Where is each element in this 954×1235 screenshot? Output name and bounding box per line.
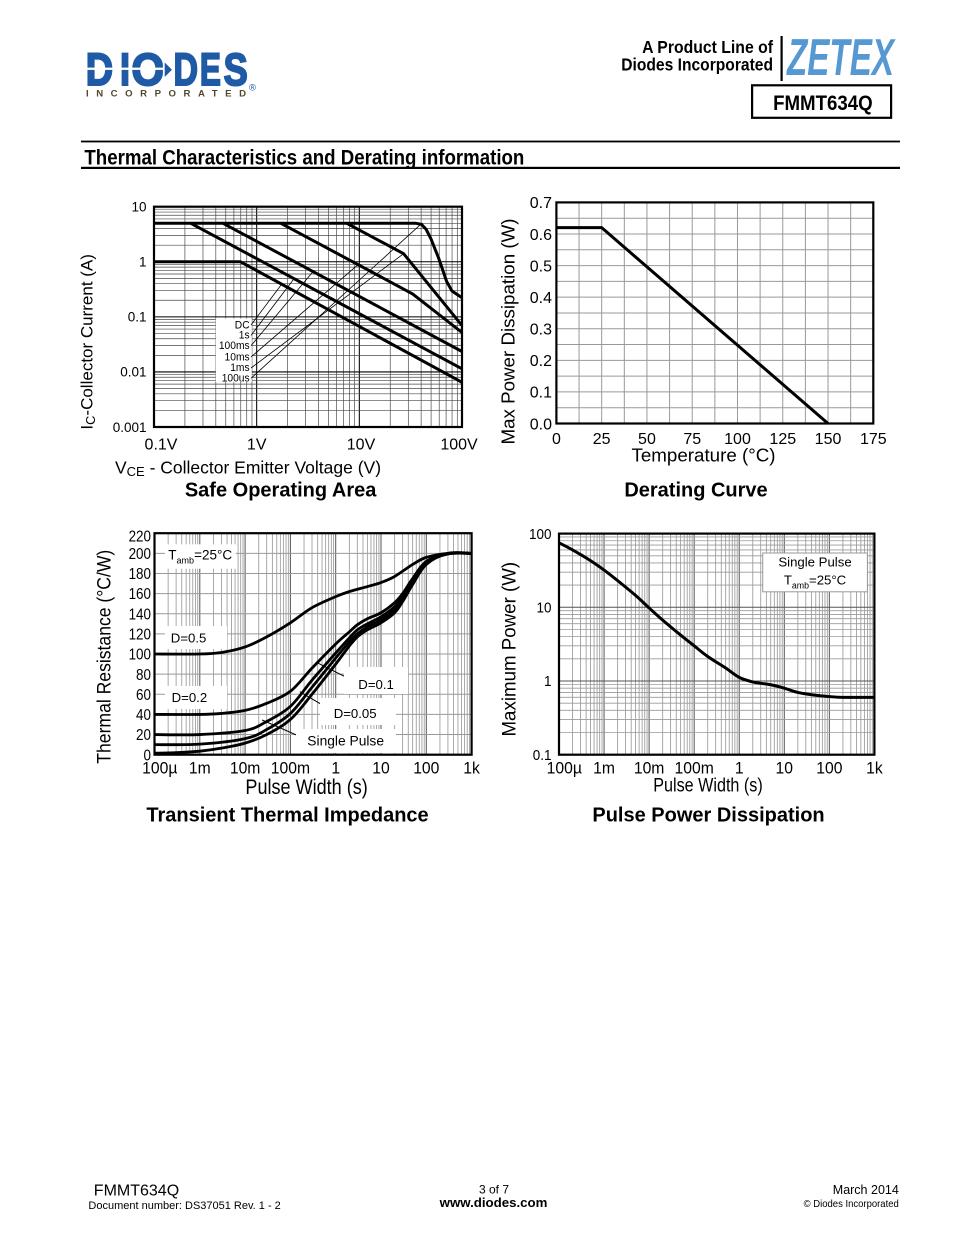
- svg-text:Single Pulse: Single Pulse: [778, 555, 851, 570]
- svg-text:150: 150: [815, 431, 842, 448]
- svg-text:10V: 10V: [347, 437, 376, 454]
- svg-text:10m: 10m: [634, 759, 665, 778]
- svg-text:March 2014: March 2014: [833, 1183, 899, 1197]
- svg-text:D=0.05: D=0.05: [334, 706, 377, 721]
- svg-text:0.001: 0.001: [113, 420, 147, 435]
- svg-text:10ms: 10ms: [225, 351, 250, 363]
- svg-text:1V: 1V: [247, 437, 267, 454]
- svg-text:VCE - Collector Emitter Voltag: VCE - Collector Emitter Voltage (V): [115, 458, 381, 480]
- svg-text:1m: 1m: [189, 759, 211, 778]
- svg-text:Temperature (°C): Temperature (°C): [632, 445, 776, 466]
- svg-text:100µ: 100µ: [547, 759, 583, 778]
- svg-text:Document number: DS37051 Rev.: Document number: DS37051 Rev. 1 - 2: [88, 1200, 280, 1212]
- svg-text:E: E: [200, 44, 221, 95]
- svg-text:100µ: 100µ: [142, 759, 178, 778]
- svg-text:80: 80: [136, 667, 151, 684]
- svg-text:0.4: 0.4: [530, 290, 552, 307]
- svg-text:100: 100: [529, 525, 552, 542]
- svg-text:0.2: 0.2: [530, 353, 552, 370]
- svg-text:Diodes Incorporated: Diodes Incorporated: [621, 55, 773, 75]
- svg-text:FMMT634Q: FMMT634Q: [94, 1182, 179, 1199]
- svg-text:D: D: [174, 44, 199, 95]
- svg-text:1: 1: [331, 759, 340, 778]
- svg-text:D=0.2: D=0.2: [172, 690, 208, 705]
- svg-text:D=0.1: D=0.1: [358, 677, 394, 692]
- svg-text:100ms: 100ms: [219, 340, 250, 352]
- svg-text:Pulse Power Dissipation: Pulse Power Dissipation: [592, 804, 824, 826]
- svg-text:1: 1: [544, 673, 552, 690]
- svg-text:Thermal Characteristics and De: Thermal Characteristics and Derating inf…: [84, 147, 524, 170]
- svg-text:160: 160: [129, 586, 151, 603]
- svg-text:100us: 100us: [222, 372, 250, 384]
- svg-text:Maximum Power (W): Maximum Power (W): [499, 562, 520, 737]
- svg-text:20: 20: [136, 727, 151, 744]
- svg-text:40: 40: [136, 707, 151, 724]
- svg-text:120: 120: [129, 627, 151, 644]
- svg-text:Single Pulse: Single Pulse: [307, 733, 384, 748]
- svg-text:10: 10: [372, 759, 389, 778]
- svg-text:0.1: 0.1: [128, 310, 147, 325]
- svg-text:75: 75: [683, 431, 701, 448]
- svg-text:Safe Operating Area: Safe Operating Area: [185, 480, 377, 502]
- svg-text:Thermal Resistance (°C/W): Thermal Resistance (°C/W): [93, 550, 115, 764]
- svg-text:0.7: 0.7: [530, 195, 552, 212]
- svg-text:100: 100: [413, 759, 439, 778]
- svg-text:1k: 1k: [866, 759, 883, 778]
- svg-text:Pulse Width (s): Pulse Width (s): [245, 776, 367, 800]
- svg-text:50: 50: [638, 431, 656, 448]
- svg-text:100: 100: [816, 759, 842, 778]
- svg-text:10m: 10m: [230, 759, 261, 778]
- svg-text:0.0: 0.0: [530, 416, 552, 433]
- svg-text:Max Power Dissipation (W): Max Power Dissipation (W): [498, 218, 519, 444]
- svg-text:INCORPORATED: INCORPORATED: [86, 88, 246, 99]
- svg-text:1ms: 1ms: [230, 362, 249, 374]
- svg-text:125: 125: [769, 431, 796, 448]
- svg-text:25: 25: [593, 431, 611, 448]
- svg-text:10: 10: [536, 599, 551, 616]
- svg-text:0.3: 0.3: [530, 322, 552, 339]
- svg-text:© Diodes Incorporated: © Diodes Incorporated: [804, 1199, 899, 1210]
- svg-text:175: 175: [860, 431, 887, 448]
- svg-text:100m: 100m: [271, 759, 310, 778]
- svg-text:0.1: 0.1: [533, 746, 552, 763]
- svg-text:140: 140: [129, 606, 151, 623]
- svg-text:1k: 1k: [463, 759, 480, 778]
- svg-text:0.1V: 0.1V: [145, 437, 178, 454]
- svg-text:0: 0: [552, 431, 561, 448]
- svg-text:220: 220: [129, 529, 151, 546]
- svg-text:100V: 100V: [440, 437, 478, 454]
- svg-text:10: 10: [131, 200, 146, 215]
- svg-text:10: 10: [776, 759, 793, 778]
- svg-text:D=0.5: D=0.5: [171, 630, 207, 645]
- svg-text:DC: DC: [235, 319, 250, 331]
- svg-text:0.01: 0.01: [120, 365, 146, 380]
- svg-text:Transient Thermal Impedance: Transient Thermal Impedance: [146, 804, 428, 826]
- svg-text:3 of 7: 3 of 7: [479, 1183, 509, 1197]
- svg-text:Derating Curve: Derating Curve: [624, 480, 767, 502]
- svg-text:180: 180: [129, 566, 151, 583]
- svg-text:1m: 1m: [593, 759, 615, 778]
- svg-text:200: 200: [129, 546, 151, 563]
- svg-text:100: 100: [724, 431, 751, 448]
- svg-text:®: ®: [249, 83, 256, 94]
- svg-text:100m: 100m: [675, 759, 714, 778]
- svg-text:0.5: 0.5: [530, 258, 552, 275]
- svg-text:100: 100: [129, 647, 151, 664]
- svg-text:0.1: 0.1: [530, 385, 552, 402]
- svg-text:A Product Line of: A Product Line of: [642, 37, 773, 57]
- svg-text:1s: 1s: [239, 329, 250, 341]
- svg-text:Pulse Width (s): Pulse Width (s): [653, 774, 762, 796]
- svg-text:FMMT634Q: FMMT634Q: [773, 92, 873, 115]
- svg-text:60: 60: [136, 687, 151, 704]
- svg-text:ZETEX: ZETEX: [786, 29, 896, 87]
- svg-text:S: S: [224, 44, 248, 95]
- svg-text:1: 1: [735, 759, 744, 778]
- svg-text:0: 0: [144, 747, 151, 764]
- svg-text:1: 1: [139, 255, 147, 270]
- svg-text:www.diodes.com: www.diodes.com: [439, 1195, 548, 1210]
- svg-text:0.6: 0.6: [530, 227, 552, 244]
- svg-text:IC-Collector Current (A): IC-Collector Current (A): [78, 254, 99, 430]
